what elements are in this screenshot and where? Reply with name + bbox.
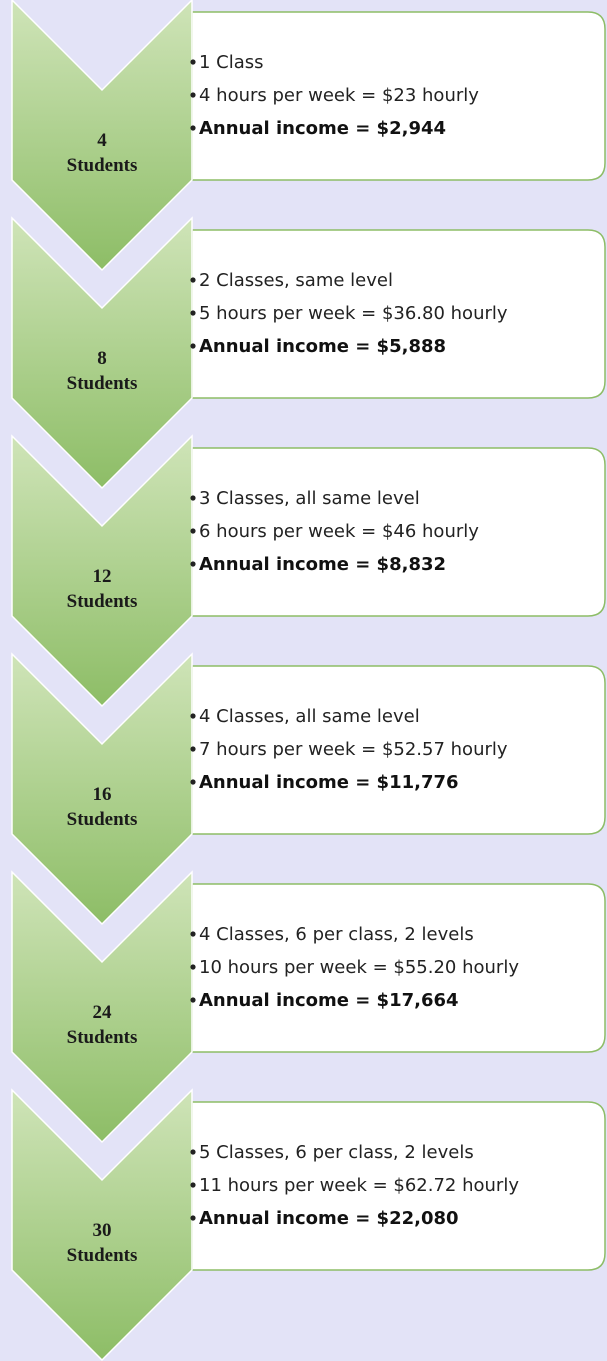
bullet-text: 4 Classes, 6 per class, 2 levels	[199, 924, 474, 945]
content-box	[191, 229, 606, 399]
stage-count: 12	[93, 566, 112, 587]
bullet-dot	[190, 125, 196, 131]
content-box	[191, 883, 606, 1053]
bullet-dot	[190, 495, 196, 501]
bullet-dot	[190, 92, 196, 98]
bullet-dot	[190, 277, 196, 283]
bullet-text: Annual income = $2,944	[199, 118, 446, 139]
stage-count: 4	[97, 130, 107, 151]
bullet-dot	[190, 997, 196, 1003]
content-box	[191, 447, 606, 617]
chevron	[11, 1088, 193, 1361]
bullet-dot	[190, 1182, 196, 1188]
bullet-dot	[190, 310, 196, 316]
bullet-text: Annual income = $11,776	[199, 772, 459, 793]
bullet-dot	[190, 528, 196, 534]
bullet-text: 7 hours per week = $52.57 hourly	[199, 739, 508, 760]
bullet-text: 1 Class	[199, 52, 264, 73]
bullet-dot	[190, 1149, 196, 1155]
stage-count: 16	[93, 784, 112, 805]
stage-unit: Students	[67, 1027, 138, 1048]
bullet-text: 11 hours per week = $62.72 hourly	[199, 1175, 519, 1196]
bullet-text: Annual income = $8,832	[199, 554, 446, 575]
bullet-dot	[190, 779, 196, 785]
bullet-dot	[190, 964, 196, 970]
chevron	[11, 216, 193, 490]
stage-unit: Students	[67, 373, 138, 394]
bullet-dot	[190, 746, 196, 752]
bullet-text: 4 Classes, all same level	[199, 706, 420, 727]
chevron	[11, 652, 193, 926]
chevron	[11, 0, 193, 272]
bullet-text: 5 hours per week = $36.80 hourly	[199, 303, 508, 324]
content-box	[191, 1101, 606, 1271]
content-box	[191, 11, 606, 181]
bullet-text: 10 hours per week = $55.20 hourly	[199, 957, 519, 978]
chevron	[11, 870, 193, 1144]
bullet-text: 2 Classes, same level	[199, 270, 393, 291]
bullet-text: 3 Classes, all same level	[199, 488, 420, 509]
bullet-text: Annual income = $17,664	[199, 990, 459, 1011]
bullet-dot	[190, 561, 196, 567]
stage-unit: Students	[67, 809, 138, 830]
bullet-text: Annual income = $5,888	[199, 336, 446, 357]
stage-count: 24	[93, 1002, 113, 1023]
stage-unit: Students	[67, 591, 138, 612]
bullet-dot	[190, 59, 196, 65]
stage-unit: Students	[67, 155, 138, 176]
stage-count: 8	[97, 348, 107, 369]
bullet-text: 4 hours per week = $23 hourly	[199, 85, 479, 106]
content-box	[191, 665, 606, 835]
bullet-text: 5 Classes, 6 per class, 2 levels	[199, 1142, 474, 1163]
bullet-dot	[190, 713, 196, 719]
stage-count: 30	[93, 1220, 112, 1241]
bullet-dot	[190, 931, 196, 937]
stage-unit: Students	[67, 1245, 138, 1266]
chevron	[11, 434, 193, 708]
bullet-text: 6 hours per week = $46 hourly	[199, 521, 479, 542]
bullet-dot	[190, 343, 196, 349]
bullet-dot	[190, 1215, 196, 1221]
bullet-text: Annual income = $22,080	[199, 1208, 459, 1229]
